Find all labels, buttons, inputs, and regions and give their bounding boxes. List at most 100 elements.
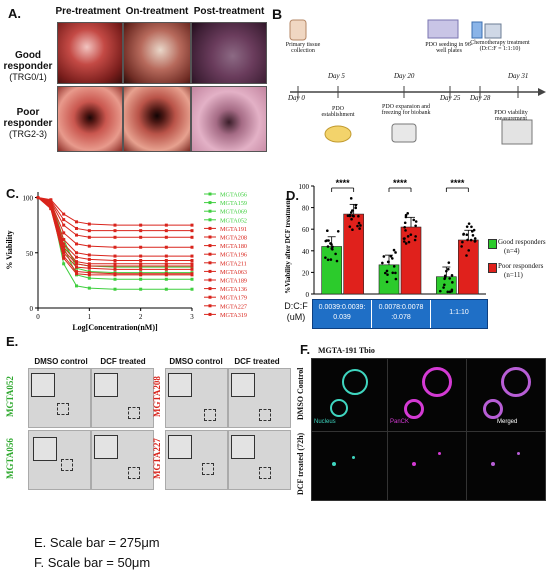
replicate-dot xyxy=(404,242,408,245)
replicate-dot xyxy=(412,218,416,222)
replicate-dot xyxy=(356,224,359,228)
replicate-dot xyxy=(404,215,408,219)
data-point xyxy=(190,245,194,249)
replicate-dot xyxy=(327,239,330,242)
brightfield-mgta052-dmso xyxy=(28,368,91,428)
e-header-dmso-right: DMSO control xyxy=(169,357,223,366)
bar-legend: Good responders (n=4) Poor responders (n=1… xyxy=(488,238,548,280)
data-point xyxy=(87,257,91,261)
y-axis-title: %Viability after DCF treatment xyxy=(284,197,292,294)
data-point xyxy=(113,229,117,233)
panel-f-title: MGTA-191 Tbio xyxy=(318,346,375,355)
legend-label: MGTA180 xyxy=(220,243,247,250)
replicate-dot xyxy=(473,237,477,240)
replicate-dot xyxy=(326,245,330,248)
data-point xyxy=(62,254,66,258)
replicate-dot xyxy=(465,254,468,257)
brightfield-mgta227-dcf xyxy=(228,430,291,490)
freezer-box-icon xyxy=(391,123,417,143)
body-icon xyxy=(289,19,307,41)
legend-label: MGTA159 xyxy=(220,200,247,207)
legend-label: MGTA063 xyxy=(220,269,247,276)
data-point xyxy=(62,218,66,222)
replicate-dot xyxy=(382,255,386,258)
y-tick-label: 50 xyxy=(26,250,34,258)
endoscopy-poor-on xyxy=(123,86,191,152)
data-point xyxy=(113,254,117,258)
y-tick-label: 80 xyxy=(302,205,310,213)
col-header-pre: Pre-treatment xyxy=(55,6,121,17)
brightfield-mgta208-dcf xyxy=(228,368,291,428)
replicate-dot xyxy=(350,209,354,212)
replicate-dot xyxy=(406,235,410,238)
replicate-dot xyxy=(348,225,352,228)
x-tick-label: 0 xyxy=(36,313,40,321)
data-point xyxy=(113,245,117,249)
step-expansion: PDO expansion and freezing for biobank xyxy=(381,104,431,116)
plate-reader-icon xyxy=(501,119,533,145)
y-tick-label: 100 xyxy=(299,183,310,191)
data-point xyxy=(62,256,66,260)
replicate-dot xyxy=(466,238,469,242)
replicate-dot xyxy=(354,203,358,207)
data-point xyxy=(190,258,194,262)
panel-c-label: C. xyxy=(6,186,19,201)
f-row-label-dcf: DCF treated (72h) xyxy=(296,432,305,496)
data-point xyxy=(87,222,91,226)
brightfield-mgta056-dcf xyxy=(91,430,154,490)
data-point xyxy=(139,245,143,249)
replicate-dot xyxy=(389,254,393,258)
data-point xyxy=(62,238,66,242)
data-point xyxy=(164,262,168,266)
data-point xyxy=(75,262,78,266)
step-chemo: Chemotherapy treatment (D:C:F = 1:1:10) xyxy=(470,40,530,52)
legend-poor: Poor responders (n=11) xyxy=(488,262,548,280)
day-label-20: Day 20 xyxy=(394,72,415,80)
data-point xyxy=(49,207,53,211)
fluor-dmso-nucleus: Nucleus xyxy=(311,358,388,432)
dcf-cat-1: 0.0039:0.0039: 0.039 xyxy=(318,304,366,321)
col-header-post: Post-treatment xyxy=(193,6,265,17)
significance-stars: **** xyxy=(393,178,408,188)
replicate-dot xyxy=(350,217,353,221)
data-point xyxy=(87,271,91,275)
data-point xyxy=(62,212,66,216)
replicate-dot xyxy=(447,261,451,264)
legend-good-swatch xyxy=(488,239,497,249)
replicate-dot xyxy=(446,267,450,271)
data-point xyxy=(164,287,168,291)
data-point xyxy=(75,260,78,264)
legend-marker xyxy=(208,312,212,316)
replicate-dot xyxy=(349,197,353,200)
bar-poor-3 xyxy=(458,239,479,295)
panel-a-label: A. xyxy=(8,6,21,21)
data-point xyxy=(87,273,91,277)
data-point xyxy=(113,267,117,271)
data-point xyxy=(190,273,194,277)
data-point xyxy=(113,287,117,291)
fluor-dcf-nucleus xyxy=(311,431,388,501)
data-point xyxy=(164,254,168,258)
replicate-dot xyxy=(326,258,330,262)
data-point xyxy=(62,223,66,227)
replicate-dot xyxy=(462,232,465,236)
data-point xyxy=(113,235,117,239)
timeline-arrow-head xyxy=(538,88,546,96)
panel-b-label: B xyxy=(272,6,283,22)
replicate-dot xyxy=(330,243,333,246)
data-point xyxy=(190,254,194,258)
replicate-dot xyxy=(394,251,397,254)
replicate-dot xyxy=(357,214,360,218)
replicate-dot xyxy=(335,259,339,263)
legend-label: MGTA196 xyxy=(220,252,247,259)
replicate-dot xyxy=(467,249,471,252)
brightfield-mgta208-dmso xyxy=(165,368,228,428)
day-label-31: Day 31 xyxy=(508,72,529,80)
legend-marker xyxy=(208,304,212,308)
replicate-dot xyxy=(473,239,477,243)
e-header-dcf-right: DCF treated xyxy=(234,357,280,366)
replicate-dot xyxy=(461,240,464,244)
data-point xyxy=(139,254,143,258)
data-point xyxy=(139,235,143,239)
legend-marker xyxy=(208,201,212,205)
